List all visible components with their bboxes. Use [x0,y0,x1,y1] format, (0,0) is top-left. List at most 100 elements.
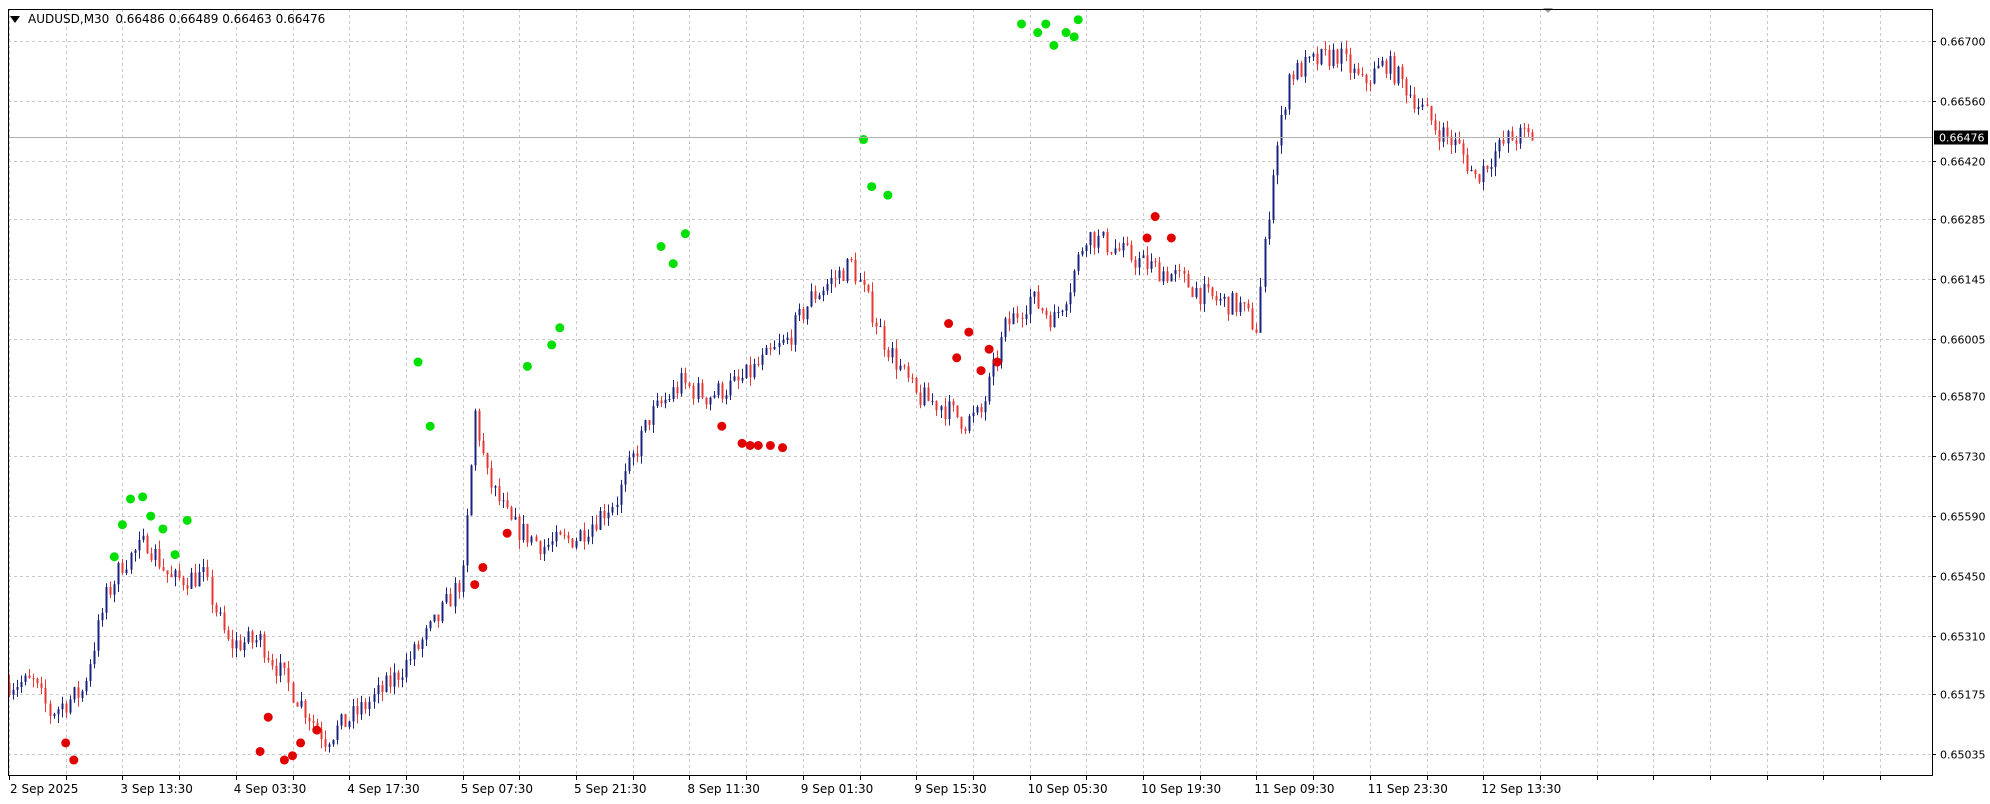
candle-body [1369,83,1372,85]
candle-bull [773,340,776,350]
candle-body [1511,131,1514,141]
candle-body [628,457,631,472]
candle-body [1365,74,1368,84]
candle-body [1527,128,1530,133]
dropdown-triangle-icon[interactable] [10,15,20,23]
x-tick-label: 8 Sep 11:30 [687,782,759,796]
candle-body [1288,74,1291,110]
candle-body [409,659,412,661]
candle-bull [826,278,829,295]
candle-bull [547,538,550,551]
candle-body [871,291,874,323]
candle-bull [134,548,137,562]
candle-body [498,486,501,502]
candle-body [761,354,764,365]
candle-body [1332,49,1335,66]
candle-body [632,453,635,458]
candle-body [1235,292,1238,313]
candle-bear [867,284,870,294]
candle-body [952,401,955,406]
candle-bull [656,392,659,409]
candle-body [842,270,845,281]
candle-bear [1450,130,1453,155]
candle-body [506,500,509,508]
fractal-up-marker [182,515,192,525]
candle-bear [660,396,663,408]
candle-body [964,428,967,431]
candle-body [425,628,428,640]
candle-bull [1454,132,1457,153]
candle-bear [251,629,254,649]
candle-bull [494,485,497,497]
candle-body [1385,60,1388,74]
candle-body [1239,302,1242,313]
fractal-up-marker [1033,28,1043,38]
candle-body [603,511,606,519]
candle-bear [1405,76,1408,104]
candle-bull [761,348,764,371]
candle-bear [1037,285,1040,310]
candle-body [1162,271,1165,282]
candle-body [535,536,538,542]
candle-bear [842,267,845,282]
candle-body [1502,139,1505,144]
candle-body [308,717,311,722]
candle-bear [1207,277,1210,293]
candle-bear [28,668,31,679]
candle-body [745,364,748,378]
candle-body [733,376,736,381]
candle-body [215,604,218,613]
fractal-down-marker [61,738,71,748]
candle-bull [620,479,623,513]
candle-bull [1397,65,1400,86]
candle-body [611,507,614,513]
candle-bear [850,256,853,263]
fractal-up-marker [1073,15,1083,25]
candle-bull [190,567,193,589]
candle-bear [206,559,209,581]
candle-bear [684,367,687,390]
candle-bull [393,663,396,695]
candle-bull [1033,291,1036,304]
candle-body [522,523,525,540]
candle-body [992,359,995,377]
candle-bear [1531,129,1534,141]
candle-body [818,295,821,299]
candle-bear [903,364,906,370]
candle-body [798,308,801,316]
candle-body [1357,68,1360,75]
candle-body [948,401,951,419]
candle-bull [782,334,785,345]
candle-body [875,322,878,327]
candle-body [1012,313,1015,325]
candle-bull [300,691,303,709]
candle-body [454,582,457,607]
candle-bear [571,537,574,549]
candle-body [178,570,181,578]
candle-body [235,640,238,649]
candle-bull [1025,305,1028,326]
candle-body [1126,243,1129,245]
candle-bear [458,579,461,599]
ohlc-values: 0.66486 0.66489 0.66463 0.66476 [115,12,326,26]
candle-body [1482,165,1485,183]
candle-body [324,739,327,747]
candle-body [838,270,841,279]
candle-bear [166,570,169,583]
candle-body [830,277,833,285]
fractal-down-marker [502,528,512,538]
candle-body [1008,318,1011,325]
candle-bull [1272,169,1275,224]
x-tick-label: 3 Sep 13:30 [120,782,192,796]
candle-bull [332,739,335,747]
candle-body [130,552,133,570]
y-tick-label: 0.65035 [1940,749,1986,762]
candle-body [271,660,274,666]
candle-body [1158,262,1161,282]
candle-body [923,387,926,406]
candle-body [713,395,716,398]
candle-bear [911,373,914,384]
candle-body [850,259,853,261]
